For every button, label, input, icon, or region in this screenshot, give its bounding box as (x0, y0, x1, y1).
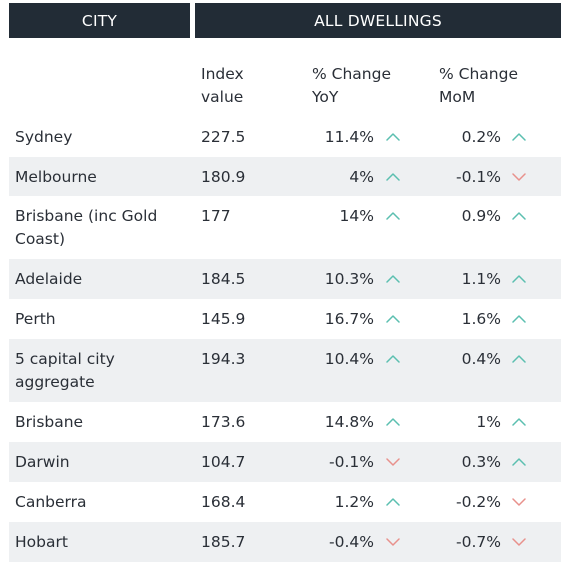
chevron-up-icon (512, 416, 526, 426)
table-row: 5 capital city aggregate 194.3 10.4% 0.4% (9, 339, 561, 402)
row-city: Melbourne (15, 168, 97, 186)
row-city: Perth (15, 310, 56, 328)
row-change-mom: 1% (476, 413, 501, 431)
row-city: 5 capital city aggregate (15, 350, 115, 391)
row-change-yoy: 10.4% (324, 350, 374, 368)
row-index-value: 145.9 (201, 310, 246, 328)
chevron-up-icon (386, 131, 400, 141)
chevron-up-icon (386, 313, 400, 323)
row-index-value: 173.6 (201, 413, 246, 431)
row-city: Darwin (15, 453, 70, 471)
row-city: Hobart (15, 533, 68, 551)
row-change-yoy: 14.8% (324, 413, 374, 431)
header-city: CITY (9, 3, 190, 38)
row-city: Adelaide (15, 270, 83, 288)
table-row: Adelaide 184.5 10.3% 1.1% (9, 259, 561, 299)
row-index-value: 227.5 (201, 128, 246, 146)
chevron-up-icon (386, 210, 400, 220)
chevron-down-icon (386, 456, 400, 466)
row-change-yoy: 10.3% (324, 270, 374, 288)
chevron-up-icon (512, 210, 526, 220)
column-header-yoy: % Change YoY (312, 65, 391, 106)
row-change-mom: -0.7% (456, 533, 501, 551)
row-change-yoy: 11.4% (324, 128, 374, 146)
row-change-yoy: 16.7% (324, 310, 374, 328)
row-index-value: 177 (201, 207, 231, 225)
row-index-value: 185.7 (201, 533, 246, 551)
chevron-up-icon (386, 171, 400, 181)
row-change-mom: 0.3% (461, 453, 501, 471)
row-change-yoy: -0.4% (329, 533, 374, 551)
table-row: Sydney 227.5 11.4% 0.2% (9, 117, 561, 157)
column-header-index: Index value (201, 65, 244, 106)
row-city: Brisbane (inc Gold Coast) (15, 207, 158, 248)
chevron-up-icon (386, 416, 400, 426)
chevron-up-icon (386, 273, 400, 283)
column-header-mom: % Change MoM (439, 65, 518, 106)
chevron-up-icon (386, 496, 400, 506)
table-row: Darwin 104.7 -0.1% 0.3% (9, 442, 561, 482)
chevron-up-icon (512, 313, 526, 323)
row-city: Sydney (15, 128, 73, 146)
chevron-down-icon (512, 171, 526, 181)
row-change-yoy: -0.1% (329, 453, 374, 471)
row-change-mom: 1.6% (461, 310, 501, 328)
row-change-mom: -0.2% (456, 493, 501, 511)
row-change-mom: 0.4% (461, 350, 501, 368)
row-change-yoy: 14% (339, 207, 374, 225)
chevron-up-icon (512, 456, 526, 466)
table-row: Brisbane 173.6 14.8% 1% (9, 402, 561, 442)
row-change-mom: 0.9% (461, 207, 501, 225)
table-row: Perth 145.9 16.7% 1.6% (9, 299, 561, 339)
row-index-value: 168.4 (201, 493, 246, 511)
row-change-mom: -0.1% (456, 168, 501, 186)
row-index-value: 194.3 (201, 350, 246, 368)
row-change-mom: 1.1% (461, 270, 501, 288)
row-index-value: 180.9 (201, 168, 246, 186)
chevron-down-icon (386, 536, 400, 546)
chevron-down-icon (512, 496, 526, 506)
chevron-down-icon (512, 536, 526, 546)
table-row: Melbourne 180.9 4% -0.1% (9, 157, 561, 196)
chevron-up-icon (512, 273, 526, 283)
chevron-up-icon (512, 131, 526, 141)
row-change-mom: 0.2% (461, 128, 501, 146)
table-row: Canberra 168.4 1.2% -0.2% (9, 482, 561, 522)
table-body: Sydney 227.5 11.4% 0.2% Melbourne 180.9 4% -0.1… (9, 117, 561, 562)
row-index-value: 104.7 (201, 453, 246, 471)
row-city: Canberra (15, 493, 87, 511)
row-index-value: 184.5 (201, 270, 246, 288)
header-all-dwellings: ALL DWELLINGS (195, 3, 561, 38)
table-row: Hobart 185.7 -0.4% -0.7% (9, 522, 561, 562)
table-row: Brisbane (inc Gold Coast) 177 14% 0.9% (9, 196, 561, 259)
chevron-up-icon (386, 353, 400, 363)
chevron-up-icon (512, 353, 526, 363)
row-change-yoy: 4% (349, 168, 374, 186)
row-city: Brisbane (15, 413, 84, 431)
row-change-yoy: 1.2% (334, 493, 374, 511)
